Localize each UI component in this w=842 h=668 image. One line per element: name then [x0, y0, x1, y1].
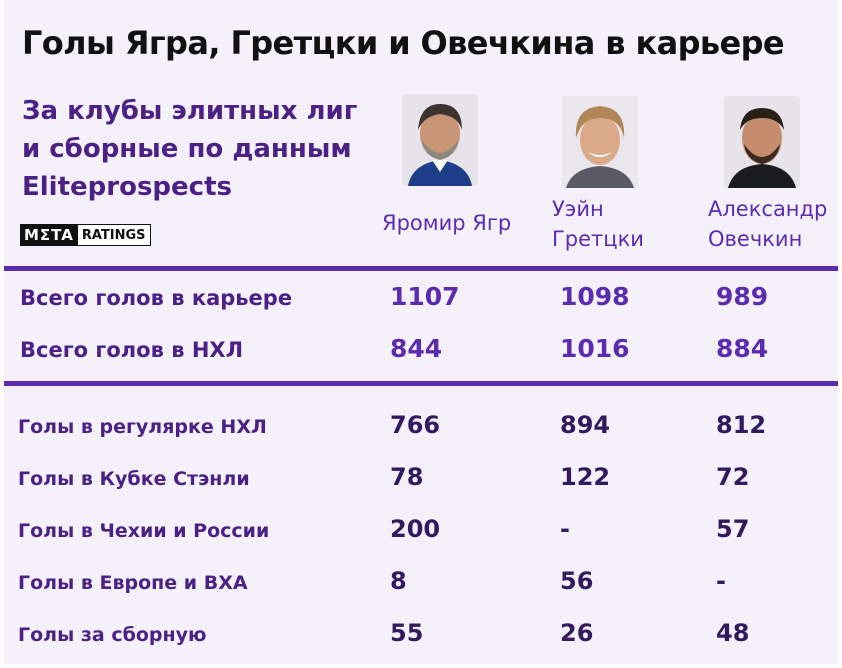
value-ovechkin-total-nhl: 884	[716, 334, 769, 363]
row-label-europe-wha: Голы в Европе и ВХА	[18, 572, 248, 594]
player-name-jagr: Яромир Ягр	[382, 211, 512, 235]
subtitle: За клубы элитных лиг и сборные по данным…	[22, 96, 358, 202]
player-name-ovechkin-line1: Александр	[708, 197, 828, 221]
value-jagr-stanley-cup: 78	[390, 463, 424, 491]
divider-top	[4, 266, 838, 271]
value-gretzky-stanley-cup: 122	[560, 463, 611, 491]
value-gretzky-czech-russia: -	[560, 515, 570, 543]
player-name-ovechkin-line2: Овечкин	[708, 227, 803, 251]
ovechkin-portrait-icon	[724, 96, 800, 188]
row-label-nhl-regular: Голы в регулярке НХЛ	[18, 416, 267, 438]
gretzky-portrait-icon	[562, 96, 638, 188]
value-ovechkin-nhl-regular: 812	[716, 411, 767, 439]
value-jagr-total-career: 1107	[390, 282, 460, 311]
row-label-czech-russia: Голы в Чехии и России	[18, 520, 270, 542]
row-label-stanley-cup: Голы в Кубке Стэнли	[18, 468, 250, 490]
logo-ratings: RATINGS	[77, 224, 151, 246]
logo-meta: MΣTA	[20, 224, 78, 246]
row-label-national-team: Голы за сборную	[18, 624, 207, 646]
row-label-total-career: Всего голов в карьере	[20, 286, 293, 310]
value-gretzky-europe-wha: 56	[560, 567, 594, 595]
value-ovechkin-europe-wha: -	[716, 567, 726, 595]
value-gretzky-total-nhl: 1016	[560, 334, 630, 363]
value-jagr-national-team: 55	[390, 619, 424, 647]
value-ovechkin-total-career: 989	[716, 282, 769, 311]
row-label-total-nhl: Всего голов в НХЛ	[20, 338, 244, 362]
value-gretzky-nhl-regular: 894	[560, 411, 611, 439]
jagr-portrait-icon	[402, 94, 478, 186]
metaratings-logo: MΣTA RATINGS	[20, 224, 151, 246]
value-jagr-europe-wha: 8	[390, 567, 407, 595]
infographic-card: Голы Ягра, Гретцки и Овечкина в карьере …	[4, 0, 838, 664]
value-jagr-total-nhl: 844	[390, 334, 443, 363]
value-gretzky-national-team: 26	[560, 619, 594, 647]
value-ovechkin-national-team: 48	[716, 619, 750, 647]
value-jagr-nhl-regular: 766	[390, 411, 441, 439]
player-name-gretzky-line1: Уэйн	[552, 197, 604, 221]
page-title: Голы Ягра, Гретцки и Овечкина в карьере	[22, 24, 785, 62]
value-gretzky-total-career: 1098	[560, 282, 630, 311]
value-jagr-czech-russia: 200	[390, 515, 441, 543]
value-ovechkin-czech-russia: 57	[716, 515, 750, 543]
player-name-gretzky-line2: Гретцки	[552, 227, 644, 251]
value-ovechkin-stanley-cup: 72	[716, 463, 750, 491]
divider-middle	[4, 381, 838, 386]
